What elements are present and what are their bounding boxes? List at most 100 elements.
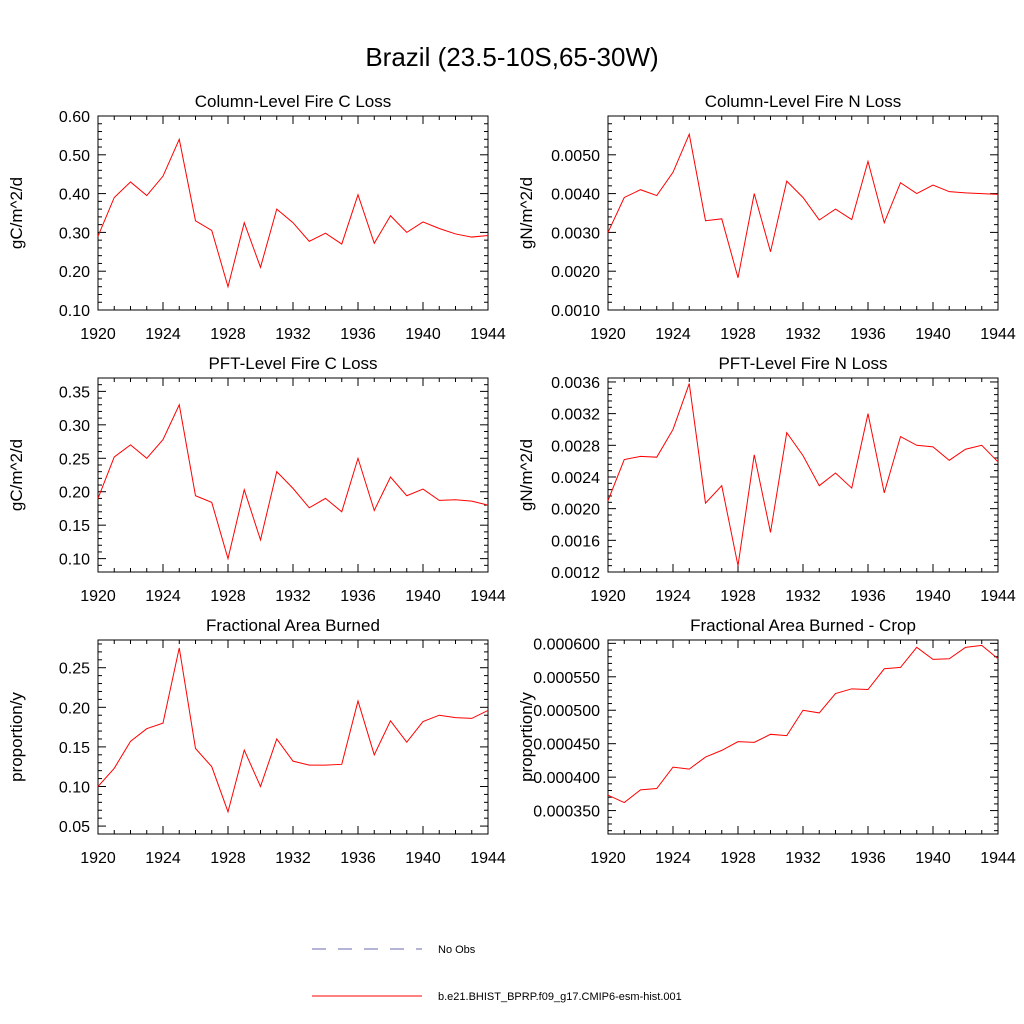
x-tick-label: 1920 xyxy=(80,588,116,605)
panel-title: PFT-Level Fire C Loss xyxy=(208,354,377,373)
y-tick-label: 0.0016 xyxy=(551,533,600,550)
y-tick-label: 0.0032 xyxy=(551,407,600,424)
x-tick-label: 1940 xyxy=(915,588,951,605)
x-tick-label: 1924 xyxy=(145,588,181,605)
y-tick-label: 0.60 xyxy=(59,109,90,126)
y-tick-label: 0.50 xyxy=(59,148,90,165)
x-tick-label: 1928 xyxy=(210,588,246,605)
x-tick-label: 1932 xyxy=(785,588,821,605)
x-tick-label: 1944 xyxy=(980,850,1016,867)
panel-title: Fractional Area Burned xyxy=(206,616,380,635)
x-tick-label: 1920 xyxy=(590,326,626,343)
legend-label-model: b.e21.BHIST_BPRP.f09_g17.CMIP6-esm-hist.… xyxy=(438,991,682,1003)
x-tick-label: 1932 xyxy=(275,326,311,343)
y-tick-label: 0.000500 xyxy=(533,703,600,720)
x-tick-label: 1932 xyxy=(785,850,821,867)
series-line xyxy=(97,137,489,289)
x-tick-label: 1940 xyxy=(915,326,951,343)
x-tick-label: 1924 xyxy=(145,326,181,343)
y-tick-label: 0.10 xyxy=(59,552,90,569)
plot-frame xyxy=(607,115,999,311)
x-tick-label: 1932 xyxy=(275,588,311,605)
y-axis-label: gN/m^2/d xyxy=(517,177,536,249)
panels: 1920 1924 1928 1932 1936 1940 1944 0.10 0.20 0.30… xyxy=(7,92,1016,867)
x-tick-label: 1940 xyxy=(405,326,441,343)
plot-frame xyxy=(97,377,489,573)
panel-title: PFT-Level Fire N Loss xyxy=(718,354,887,373)
x-tick-label: 1932 xyxy=(275,850,311,867)
legend-label-no-obs: No Obs xyxy=(438,944,476,956)
x-tick-label: 1936 xyxy=(850,326,886,343)
y-tick-label: 0.0028 xyxy=(551,438,600,455)
chart-panel-6: 1920 1924 1928 1932 1936 1940 1944 0.000350 0.00… xyxy=(517,616,1016,867)
chart-panel-2: 1920 1924 1928 1932 1936 1940 1944 0.0010 0.0020… xyxy=(517,92,1016,343)
y-tick-label: 0.0024 xyxy=(551,470,600,487)
x-tick-label: 1920 xyxy=(80,850,116,867)
panel-title: Column-Level Fire N Loss xyxy=(705,92,902,111)
x-tick-label: 1932 xyxy=(785,326,821,343)
y-tick-label: 0.0030 xyxy=(551,225,600,242)
plot-frame xyxy=(607,639,999,835)
x-tick-label: 1940 xyxy=(405,850,441,867)
series-line xyxy=(607,383,999,566)
y-tick-label: 0.25 xyxy=(59,661,90,678)
y-tick-label: 0.000400 xyxy=(533,770,600,787)
y-tick-label: 0.20 xyxy=(59,485,90,502)
y-tick-label: 0.30 xyxy=(59,418,90,435)
plot-frame xyxy=(97,115,489,311)
x-tick-label: 1944 xyxy=(980,588,1016,605)
x-tick-label: 1936 xyxy=(340,326,376,343)
y-tick-label: 0.0050 xyxy=(551,148,600,165)
y-axis-label: gC/m^2/d xyxy=(7,177,26,249)
x-tick-label: 1924 xyxy=(655,850,691,867)
y-tick-label: 0.10 xyxy=(59,779,90,796)
y-tick-label: 0.0012 xyxy=(551,565,600,582)
x-tick-label: 1944 xyxy=(470,588,506,605)
x-tick-label: 1928 xyxy=(720,326,756,343)
x-tick-label: 1928 xyxy=(210,850,246,867)
x-tick-label: 1928 xyxy=(720,588,756,605)
x-tick-label: 1936 xyxy=(850,588,886,605)
y-tick-label: 0.20 xyxy=(59,700,90,717)
chart-panel-4: 1920 1924 1928 1932 1936 1940 1944 0.0012 0.0016… xyxy=(517,354,1016,605)
y-tick-label: 0.0036 xyxy=(551,375,600,392)
y-tick-label: 0.0020 xyxy=(551,502,600,519)
figure-title: Brazil (23.5-10S,65-30W) xyxy=(365,42,658,72)
y-tick-label: 0.000600 xyxy=(533,636,600,653)
legend: No Obs b.e21.BHIST_BPRP.f09_g17.CMIP6-es… xyxy=(312,944,682,1003)
plot-frame xyxy=(607,377,999,573)
y-tick-label: 0.25 xyxy=(59,451,90,468)
y-tick-label: 0.000450 xyxy=(533,737,600,754)
x-tick-label: 1940 xyxy=(915,850,951,867)
x-tick-label: 1920 xyxy=(80,326,116,343)
y-axis-label: gC/m^2/d xyxy=(7,439,26,511)
y-tick-label: 0.0020 xyxy=(551,264,600,281)
x-tick-label: 1924 xyxy=(655,588,691,605)
panel-title: Fractional Area Burned - Crop xyxy=(690,616,916,635)
x-tick-label: 1920 xyxy=(590,588,626,605)
y-tick-label: 0.15 xyxy=(59,740,90,757)
series-line xyxy=(97,647,489,814)
y-axis-label: proportion/y xyxy=(517,692,536,782)
y-tick-label: 0.15 xyxy=(59,518,90,535)
panel-title: Column-Level Fire C Loss xyxy=(195,92,392,111)
chart-panel-1: 1920 1924 1928 1932 1936 1940 1944 0.10 0.20 0.30… xyxy=(7,92,506,343)
y-tick-label: 0.0010 xyxy=(551,303,600,320)
x-tick-label: 1944 xyxy=(470,326,506,343)
series-line xyxy=(607,132,999,278)
y-tick-label: 0.05 xyxy=(59,819,90,836)
plot-frame xyxy=(97,639,489,835)
x-tick-label: 1936 xyxy=(340,588,376,605)
series-line xyxy=(607,644,999,804)
y-tick-label: 0.30 xyxy=(59,225,90,242)
x-tick-label: 1936 xyxy=(850,850,886,867)
y-tick-label: 0.0040 xyxy=(551,187,600,204)
x-tick-label: 1944 xyxy=(470,850,506,867)
x-tick-label: 1940 xyxy=(405,588,441,605)
y-tick-label: 0.000550 xyxy=(533,670,600,687)
y-tick-label: 0.20 xyxy=(59,264,90,281)
y-tick-label: 0.40 xyxy=(59,187,90,204)
y-tick-label: 0.000350 xyxy=(533,804,600,821)
x-tick-label: 1924 xyxy=(145,850,181,867)
